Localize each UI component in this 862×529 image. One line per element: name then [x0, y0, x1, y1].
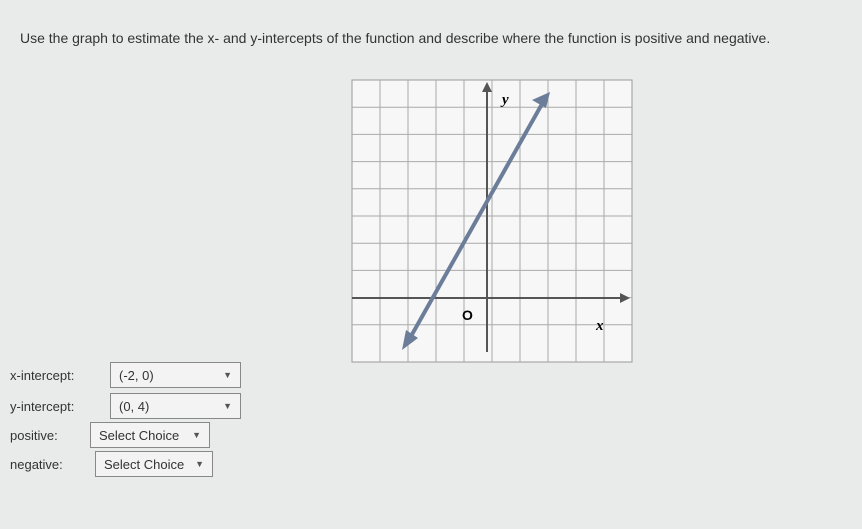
function-line: [408, 103, 544, 339]
select[interactable]: Select Choice ▼: [95, 451, 213, 477]
field-label: x-intercept:: [10, 367, 75, 383]
y-label: y: [500, 92, 509, 108]
x-label: x: [595, 318, 604, 334]
select-value: (-2, 0): [119, 367, 154, 383]
select[interactable]: Select Choice ▼: [90, 422, 210, 448]
field-label: positive:: [10, 427, 58, 443]
select-value: (0, 4): [119, 398, 150, 414]
question: Use the graph to estimate the x- and y-i…: [20, 30, 771, 46]
form-row: negative: Select Choice ▼: [10, 451, 213, 477]
form-row: y-intercept: (0, 4) ▼: [10, 393, 241, 419]
y-arrow: [482, 82, 492, 92]
select[interactable]: (-2, 0) ▼: [110, 362, 241, 388]
field-label: negative:: [10, 456, 63, 472]
origin-label: O: [462, 307, 473, 323]
x-arrow: [620, 293, 630, 303]
field-label: y-intercept:: [10, 398, 75, 414]
select-value: Select Choice: [99, 427, 180, 443]
form-row: positive: Select Choice ▼: [10, 422, 210, 448]
form-row: x-intercept: (-2, 0) ▼: [10, 362, 241, 388]
select-value: Select Choice: [104, 456, 185, 472]
line-arrow: [402, 330, 418, 350]
select[interactable]: (0, 4) ▼: [110, 393, 241, 419]
line-arrow: [532, 92, 550, 108]
